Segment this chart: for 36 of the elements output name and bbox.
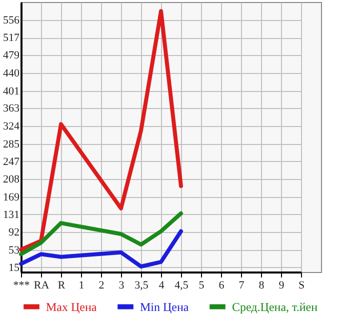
x-tick-label: 2 <box>98 280 104 292</box>
y-tick-label: 401 <box>3 85 20 98</box>
y-tick-label: 208 <box>3 174 20 186</box>
x-tick-label: RA <box>34 280 50 292</box>
x-tick-label: S <box>298 280 305 292</box>
x-tick-label: 5 <box>198 280 205 292</box>
x-tick-label: 3,5 <box>134 280 149 292</box>
y-tick-label: 247 <box>3 156 20 168</box>
y-tick-label: 517 <box>3 32 20 44</box>
y-tick-label: 131 <box>3 208 20 221</box>
legend-label: Сред.Цена, т.йен <box>232 300 318 314</box>
legend-label: Min Цена <box>140 300 190 314</box>
line-series <box>19 211 183 256</box>
x-tick-label: 4 <box>158 280 165 292</box>
y-tick-label: 479 <box>3 50 20 62</box>
y-tick-label: 53 <box>8 244 20 257</box>
y-tick-label: 92 <box>8 226 20 239</box>
x-tick-label: *** <box>13 280 30 292</box>
x-tick-label: 4,5 <box>174 280 189 292</box>
y-tick-label: 363 <box>3 102 20 115</box>
x-tick-label: 6 <box>218 280 225 292</box>
x-tick-label: 8 <box>258 280 265 292</box>
y-tick-label: 324 <box>3 120 20 133</box>
x-tick-label: 3 <box>118 280 125 292</box>
y-tick-label: 285 <box>3 138 20 150</box>
y-tick-label: 440 <box>3 67 20 80</box>
y-tick-label: 15 <box>8 262 20 274</box>
legend-label: Max Цена <box>46 300 98 314</box>
x-tick-label: 9 <box>278 280 285 292</box>
x-tick-label: 7 <box>238 280 245 292</box>
y-tick-label: 169 <box>3 191 20 204</box>
x-tick-label: 1 <box>78 280 84 292</box>
x-tick-label: R <box>58 280 66 292</box>
y-tick-label: 556 <box>3 14 20 26</box>
line-series <box>19 229 183 269</box>
line-series <box>19 9 183 252</box>
